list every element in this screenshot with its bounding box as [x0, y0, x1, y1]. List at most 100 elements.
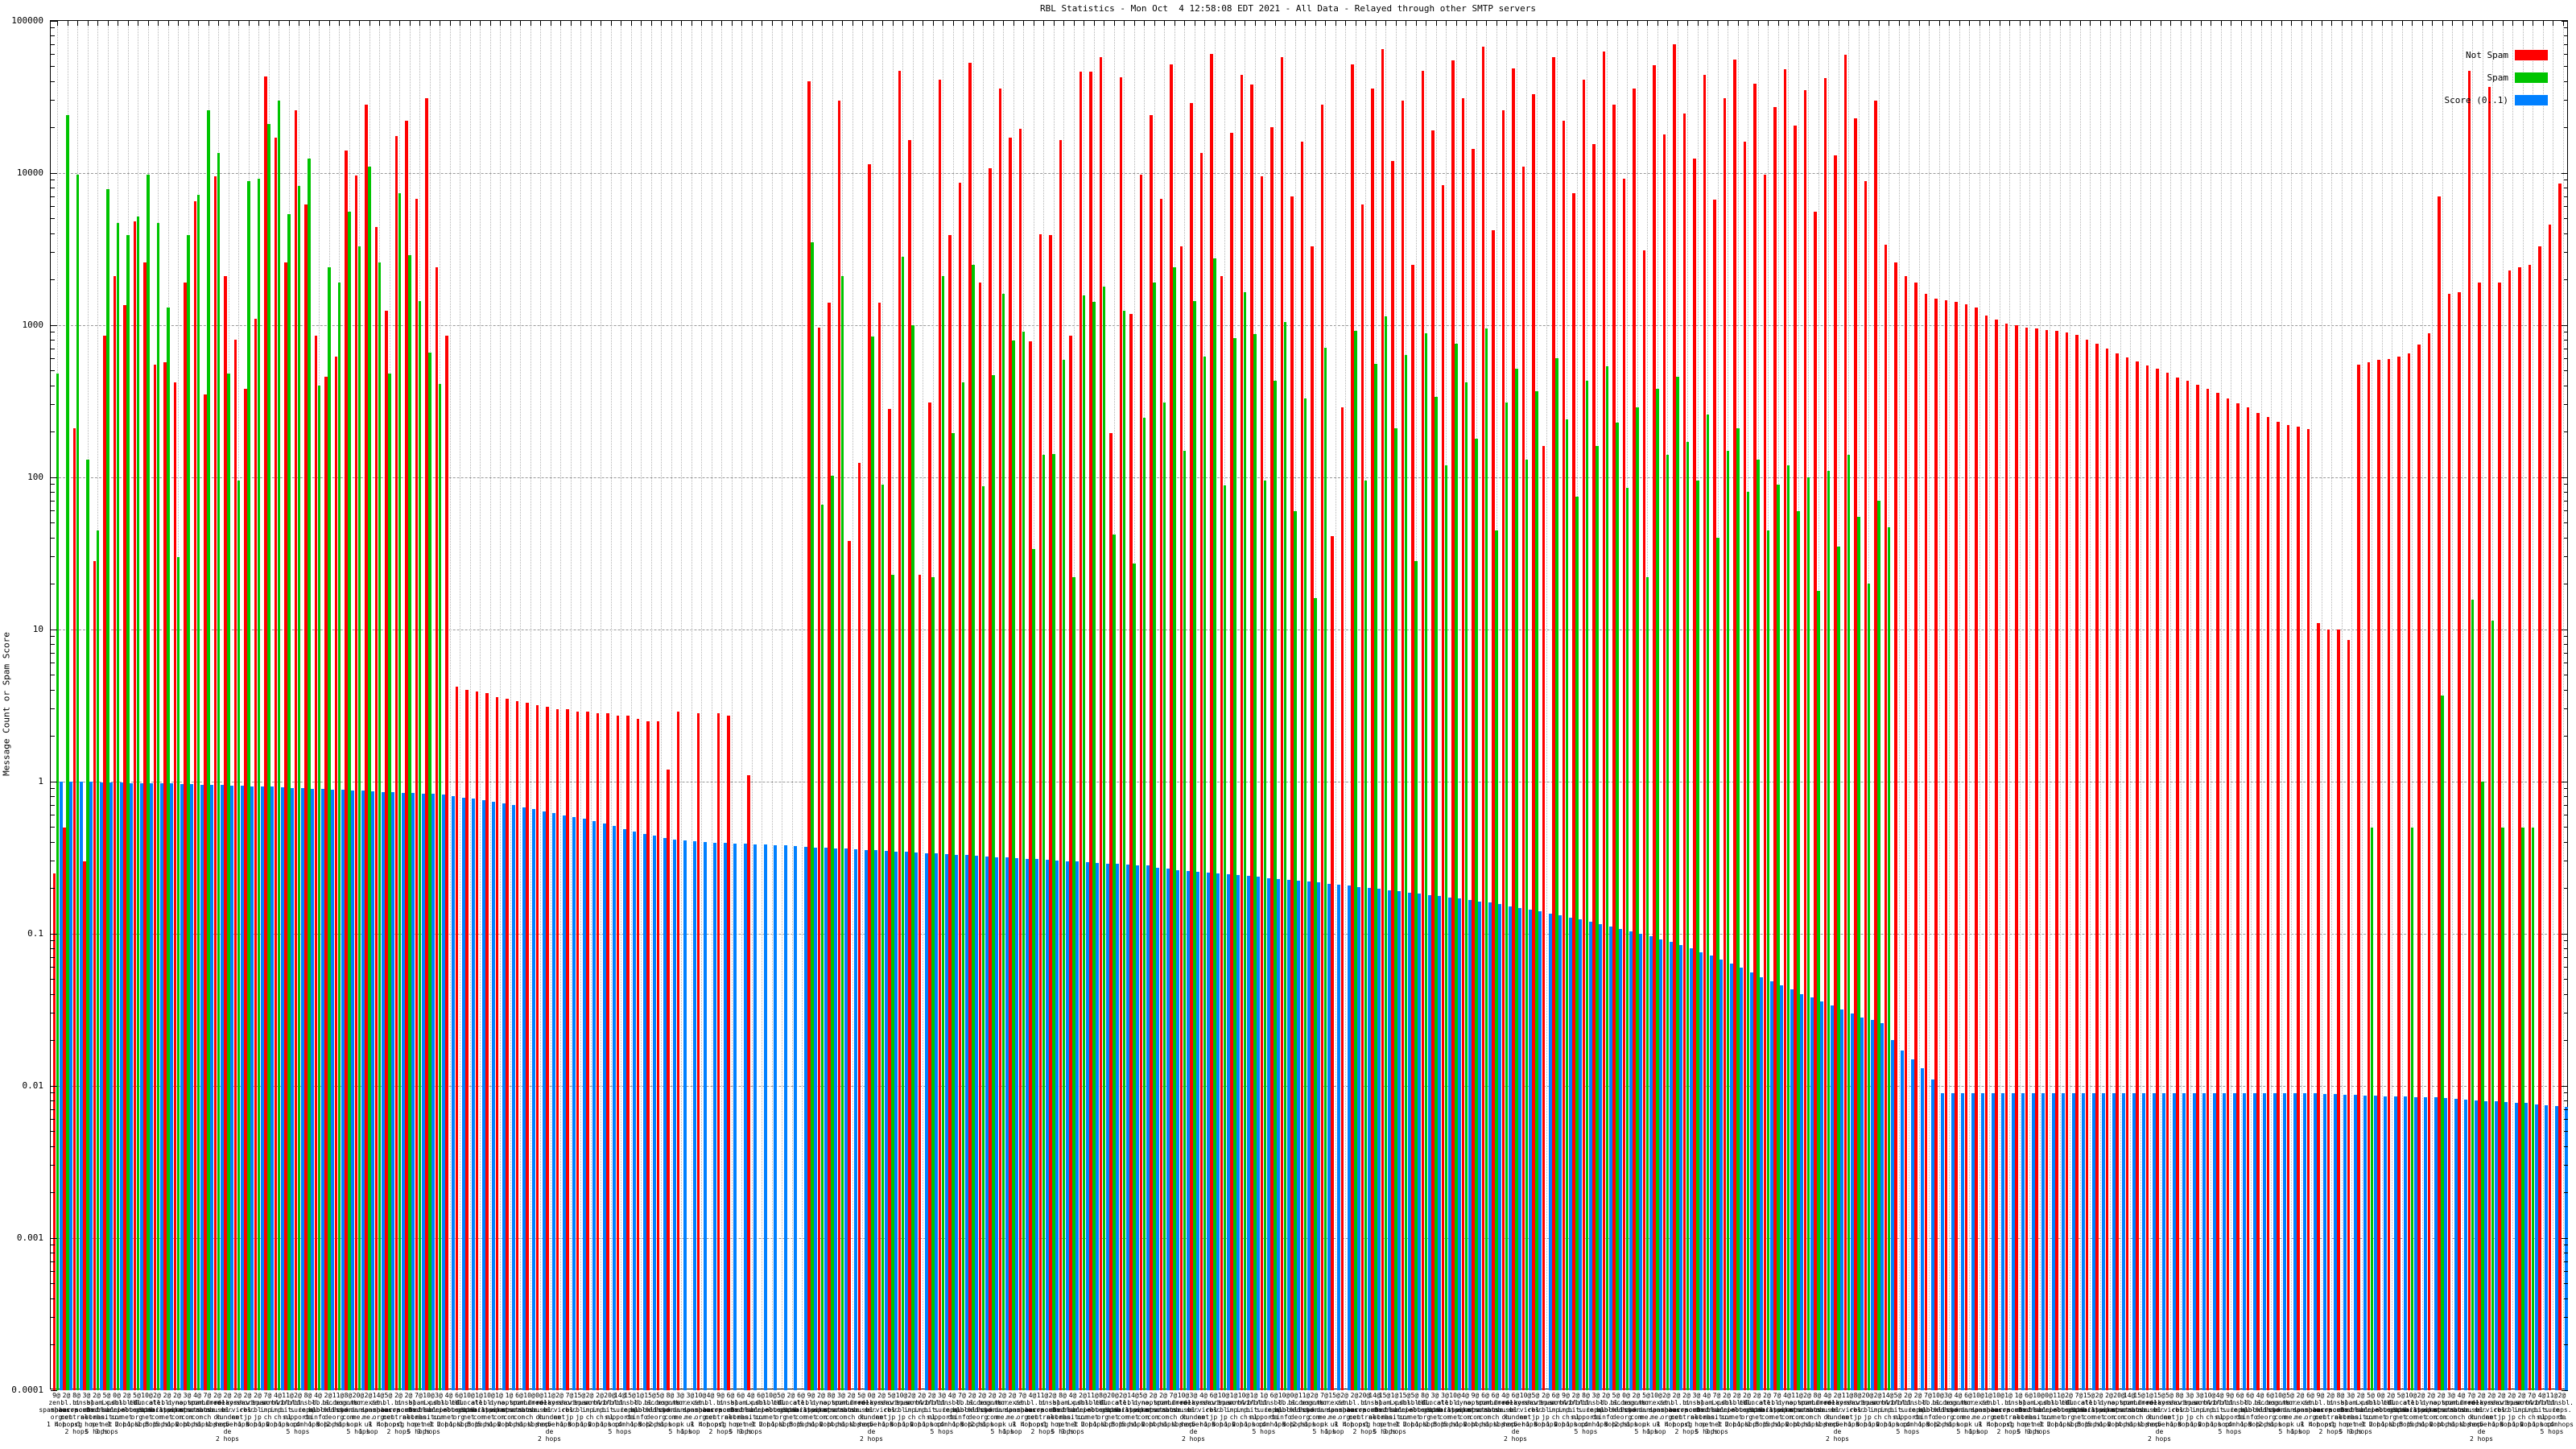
x-label-line: net	[1389, 1421, 1401, 1428]
x-label-line: 4@	[1199, 1392, 1208, 1399]
x-tick	[2140, 21, 2141, 26]
x-label-line: 1@	[495, 1392, 503, 1399]
x-label-line: korea.	[2479, 1399, 2504, 1406]
bar-spam	[1012, 341, 1015, 1390]
x-label-line: com	[613, 1421, 626, 1428]
x-label-line: me.	[996, 1414, 1009, 1421]
x-tick	[751, 21, 753, 26]
bar-score	[1971, 1092, 1975, 1390]
x-label-line: bl.	[865, 1406, 877, 1414]
x-label-line: wormrbl.	[1550, 1399, 1582, 1406]
x-tick	[2562, 21, 2564, 26]
x-tick	[1918, 21, 1920, 26]
bar-score	[904, 852, 908, 1390]
x-label-line: sorbs.	[407, 1414, 431, 1421]
x-tick	[1154, 21, 1155, 26]
x-label-line: net	[2395, 1414, 2407, 1421]
x-label-line: net	[1731, 1414, 1743, 1421]
x-label-line: 2@	[1732, 1392, 1741, 1399]
bar-not-spam	[555, 708, 559, 1390]
bar-not-spam	[2095, 343, 2099, 1390]
x-label-line: 1 hop	[1495, 1421, 1516, 1428]
x-tick	[1043, 21, 1044, 26]
x-label-line: 10@	[2033, 1392, 2045, 1399]
x-label-line: truncate.	[1417, 1399, 1453, 1406]
x-label-line: db.	[312, 1399, 324, 1406]
bar-score	[1921, 1068, 1925, 1390]
bar-score	[2565, 1106, 2569, 1390]
x-label-line: uk	[2296, 1421, 2305, 1428]
bar-score	[1418, 894, 1422, 1390]
y-minor-tick	[2564, 431, 2568, 432]
x-label-line: 1 hop	[902, 1421, 922, 1428]
x-label-line: relays.	[857, 1399, 886, 1406]
x-group-label: 2@ bl. spamcop. net 4 hops	[1641, 1392, 1713, 1428]
x-label-line: 4 hops	[1473, 1421, 1497, 1428]
x-group-label: 0@ access. redhawk. org 2 hops	[1590, 1392, 1662, 1428]
x-label-line: 0@	[113, 1392, 121, 1399]
bar-not-spam	[2176, 377, 2179, 1390]
x-label-line: 3@	[1591, 1392, 1600, 1399]
x-label-line: ch	[1823, 1414, 1831, 1421]
x-label-line: 3 hops	[145, 1421, 169, 1428]
x-label-line: ix.	[2355, 1399, 2367, 1406]
bar-score	[431, 794, 436, 1390]
bar-score	[2142, 1092, 2146, 1390]
x-label-line: 2@	[1803, 1392, 1811, 1399]
x-group-label: 8@ spam. dnsbl. sorbs. net 5 hops	[1026, 1392, 1099, 1435]
bar-spam	[126, 235, 130, 1390]
x-tick	[1274, 21, 1276, 26]
x-label-line: ch	[2467, 1414, 2475, 1421]
x-group-label: 3@ rbl. sure support. com 5 hops	[906, 1392, 978, 1435]
bar-spam	[176, 556, 180, 1390]
y-minor-tick	[2564, 80, 2568, 82]
x-label-line: 3 hops	[246, 1421, 270, 1428]
x-group-label: 8@ cbl. abuseat. org 1 hop	[1067, 1392, 1139, 1428]
x-label-line: 2 hops	[2148, 1435, 2171, 1443]
y-minor-tick	[2564, 522, 2568, 524]
x-label-line: spamcop.	[1017, 1406, 1048, 1414]
bar-spam	[1806, 477, 1810, 1390]
x-label-line: barracuda	[1347, 1406, 1382, 1414]
bar-score	[592, 821, 597, 1390]
x-tick	[540, 21, 541, 26]
x-label-line: 4 hops	[1987, 1421, 2010, 1428]
bar-spam	[1102, 286, 1106, 1390]
x-label-line: spamrbl.	[896, 1399, 927, 1406]
bar-not-spam	[989, 168, 992, 1390]
x-label-line: imp.	[270, 1406, 286, 1414]
y-tick-label: 10	[32, 623, 43, 634]
bar-spam	[1877, 501, 1880, 1390]
x-label-line: sure	[612, 1406, 628, 1414]
x-label-line: sorbs.	[397, 1406, 420, 1414]
x-label-line: spam.	[509, 1399, 530, 1406]
x-label-line: 2@	[1662, 1392, 1670, 1399]
x-label-line: 2 hops	[175, 1421, 199, 1428]
x-label-line: 1 hop	[1224, 1421, 1244, 1428]
v-gridline	[2542, 21, 2544, 1389]
y-tick-label: 100000	[11, 14, 43, 26]
x-label-line: dnsbl-1.	[2365, 1399, 2396, 1406]
x-label-line: spamcop.	[51, 1406, 82, 1414]
x-group-label: 7@ ix. dnsbl. manitu. net 3 hops	[1681, 1392, 1753, 1435]
x-group-label: 2@ tor. dan. me. uk 5 hops	[966, 1392, 1038, 1435]
bar-not-spam	[1975, 308, 1978, 1390]
x-label-line: short.	[880, 1399, 903, 1406]
y-minor-tick	[51, 1092, 55, 1094]
x-group-label: 4@ db. wpbl. info 1 hop	[282, 1392, 354, 1428]
x-group-label: 2@ dyna. spamrats. com 1 hop	[785, 1392, 857, 1428]
x-label-line: com	[986, 1414, 998, 1421]
bar-not-spam	[1280, 56, 1284, 1390]
x-label-line: com	[935, 1421, 948, 1428]
bar-score	[2192, 1092, 2196, 1390]
bar-score	[1528, 910, 1532, 1390]
v-gridline	[2421, 21, 2423, 1389]
bar-spam	[1173, 267, 1176, 1390]
x-label-line: 2@	[1602, 1392, 1610, 1399]
x-label-line: 1 hop	[1072, 1421, 1093, 1428]
bar-not-spam	[63, 827, 66, 1390]
x-label-line: 6@	[1269, 1392, 1278, 1399]
x-label-line: com	[1117, 1414, 1129, 1421]
x-label-line: db.	[2244, 1399, 2256, 1406]
x-label-line: 10@	[1992, 1392, 2004, 1399]
